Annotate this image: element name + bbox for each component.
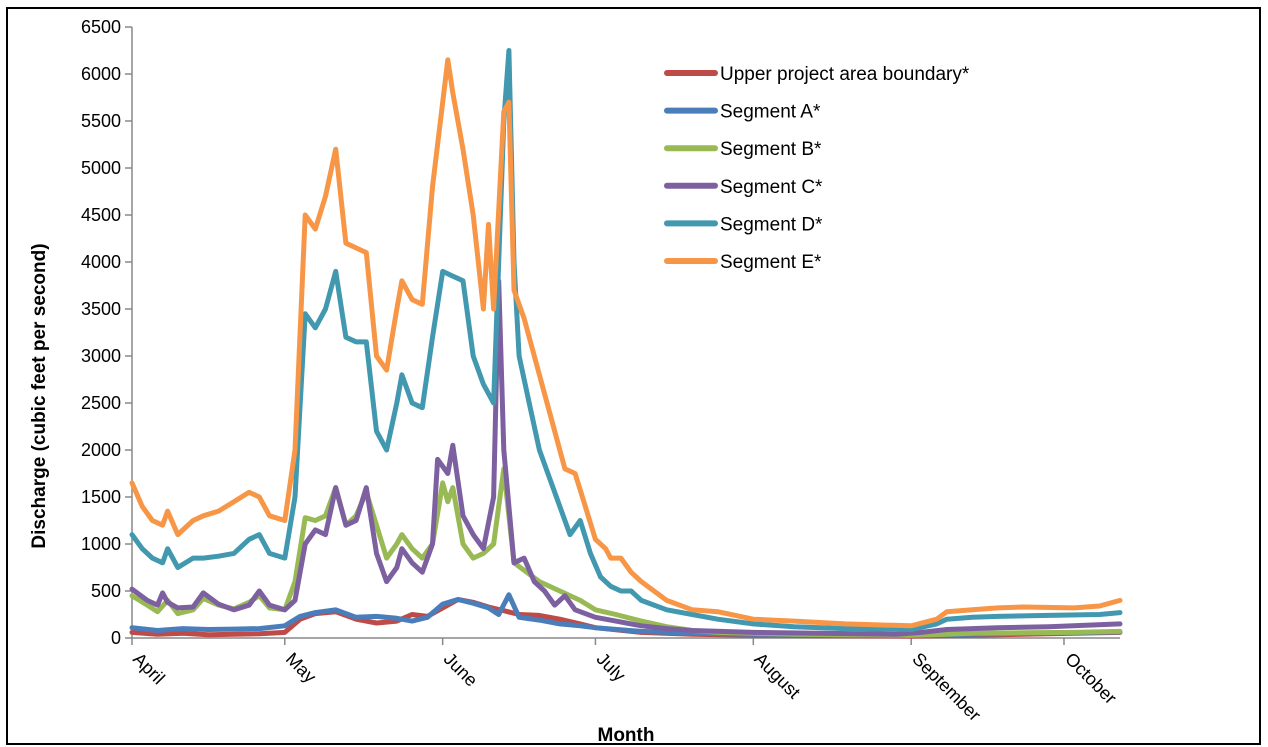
legend-label: Segment E* <box>720 252 822 273</box>
legend-label: Segment B* <box>720 139 822 160</box>
series-line-6 <box>132 60 1120 626</box>
x-axis-title: Month <box>598 725 655 746</box>
series-lines <box>132 51 1120 637</box>
x-tick-label: October <box>1061 649 1120 708</box>
y-axis-title: Discharge (cubic feet per second) <box>29 243 50 548</box>
x-tick-label: June <box>440 649 482 691</box>
series-line-4 <box>132 281 1120 634</box>
y-tick-label: 4500 <box>81 205 121 225</box>
y-tick-label: 2000 <box>81 440 121 460</box>
legend-label: Segment C* <box>720 177 823 198</box>
y-tick-label: 3000 <box>81 346 121 366</box>
y-tick-label: 1000 <box>81 534 121 554</box>
x-tick-label: August <box>750 649 804 703</box>
legend-label: Segment A* <box>720 102 821 123</box>
y-tick-label: 3500 <box>81 299 121 319</box>
y-tick-label: 2500 <box>81 393 121 413</box>
y-tick-label: 0 <box>111 628 121 648</box>
legend-label: Segment D* <box>720 214 823 235</box>
y-tick-label: 1500 <box>81 487 121 507</box>
x-tick-label: May <box>282 649 320 687</box>
legend-label: Upper project area boundary* <box>720 64 970 85</box>
y-tick-label: 4000 <box>81 252 121 272</box>
y-tick-label: 5500 <box>81 111 121 131</box>
x-tick-label: April <box>129 649 169 689</box>
y-tick-label: 6500 <box>81 17 121 37</box>
legend: Upper project area boundary* Segment A* Se… <box>667 64 970 273</box>
series-line-5 <box>132 51 1120 630</box>
y-tick-label: 500 <box>91 581 121 601</box>
y-tick-label: 5000 <box>81 158 121 178</box>
y-tick-label: 6000 <box>81 64 121 84</box>
x-tick-label: September <box>908 649 984 725</box>
x-tick-label: July <box>593 649 630 686</box>
